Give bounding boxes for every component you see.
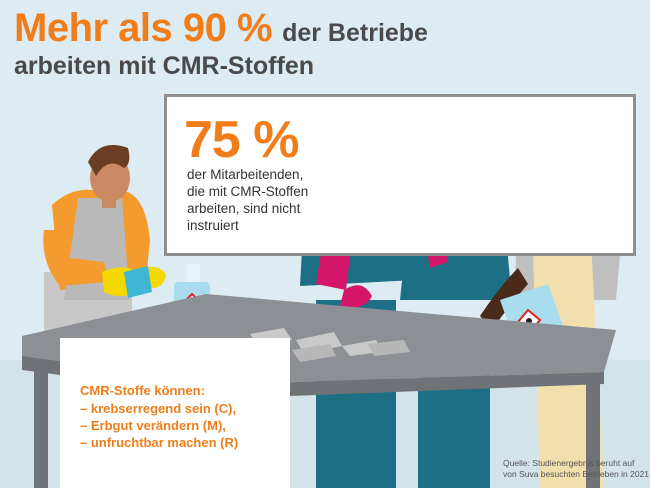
- source-line: von Suva besuchten Betrieben in 2021: [503, 469, 650, 479]
- cmr-list: – krebserregend sein (C), – Erbgut verän…: [80, 400, 238, 451]
- headline: Mehr als 90 % der Betriebe: [14, 6, 644, 51]
- cmr-list-item: – krebserregend sein (C),: [80, 401, 237, 416]
- stat-line: die mit CMR-Stoffen: [187, 184, 309, 199]
- worker-left: [43, 145, 166, 352]
- stat-line: der Mitarbeitenden,: [187, 167, 304, 182]
- source-line: Quelle: Studienergebnis beruht auf: [503, 458, 635, 468]
- headline-line-2: arbeiten mit CMR-Stoffen: [14, 52, 314, 80]
- headline-subject: der Betriebe: [282, 19, 428, 47]
- cmr-list-item: – unfruchtbar machen (R): [80, 435, 239, 450]
- cmr-info-panel: [60, 338, 290, 488]
- stat-panel: [164, 94, 636, 256]
- stat-line: arbeiten, sind nicht: [187, 201, 301, 216]
- stat-value: 75 %: [184, 111, 300, 169]
- stat-description: der Mitarbeitenden, die mit CMR-Stoffen …: [187, 166, 337, 234]
- cmr-title: CMR-Stoffe können:: [80, 383, 205, 398]
- source-note: Quelle: Studienergebnis beruht auf von S…: [503, 458, 649, 480]
- cmr-list-item: – Erbgut verändern (M),: [80, 418, 226, 433]
- headline-highlight: Mehr als 90 %: [14, 6, 273, 50]
- stat-line: instruiert: [187, 218, 239, 233]
